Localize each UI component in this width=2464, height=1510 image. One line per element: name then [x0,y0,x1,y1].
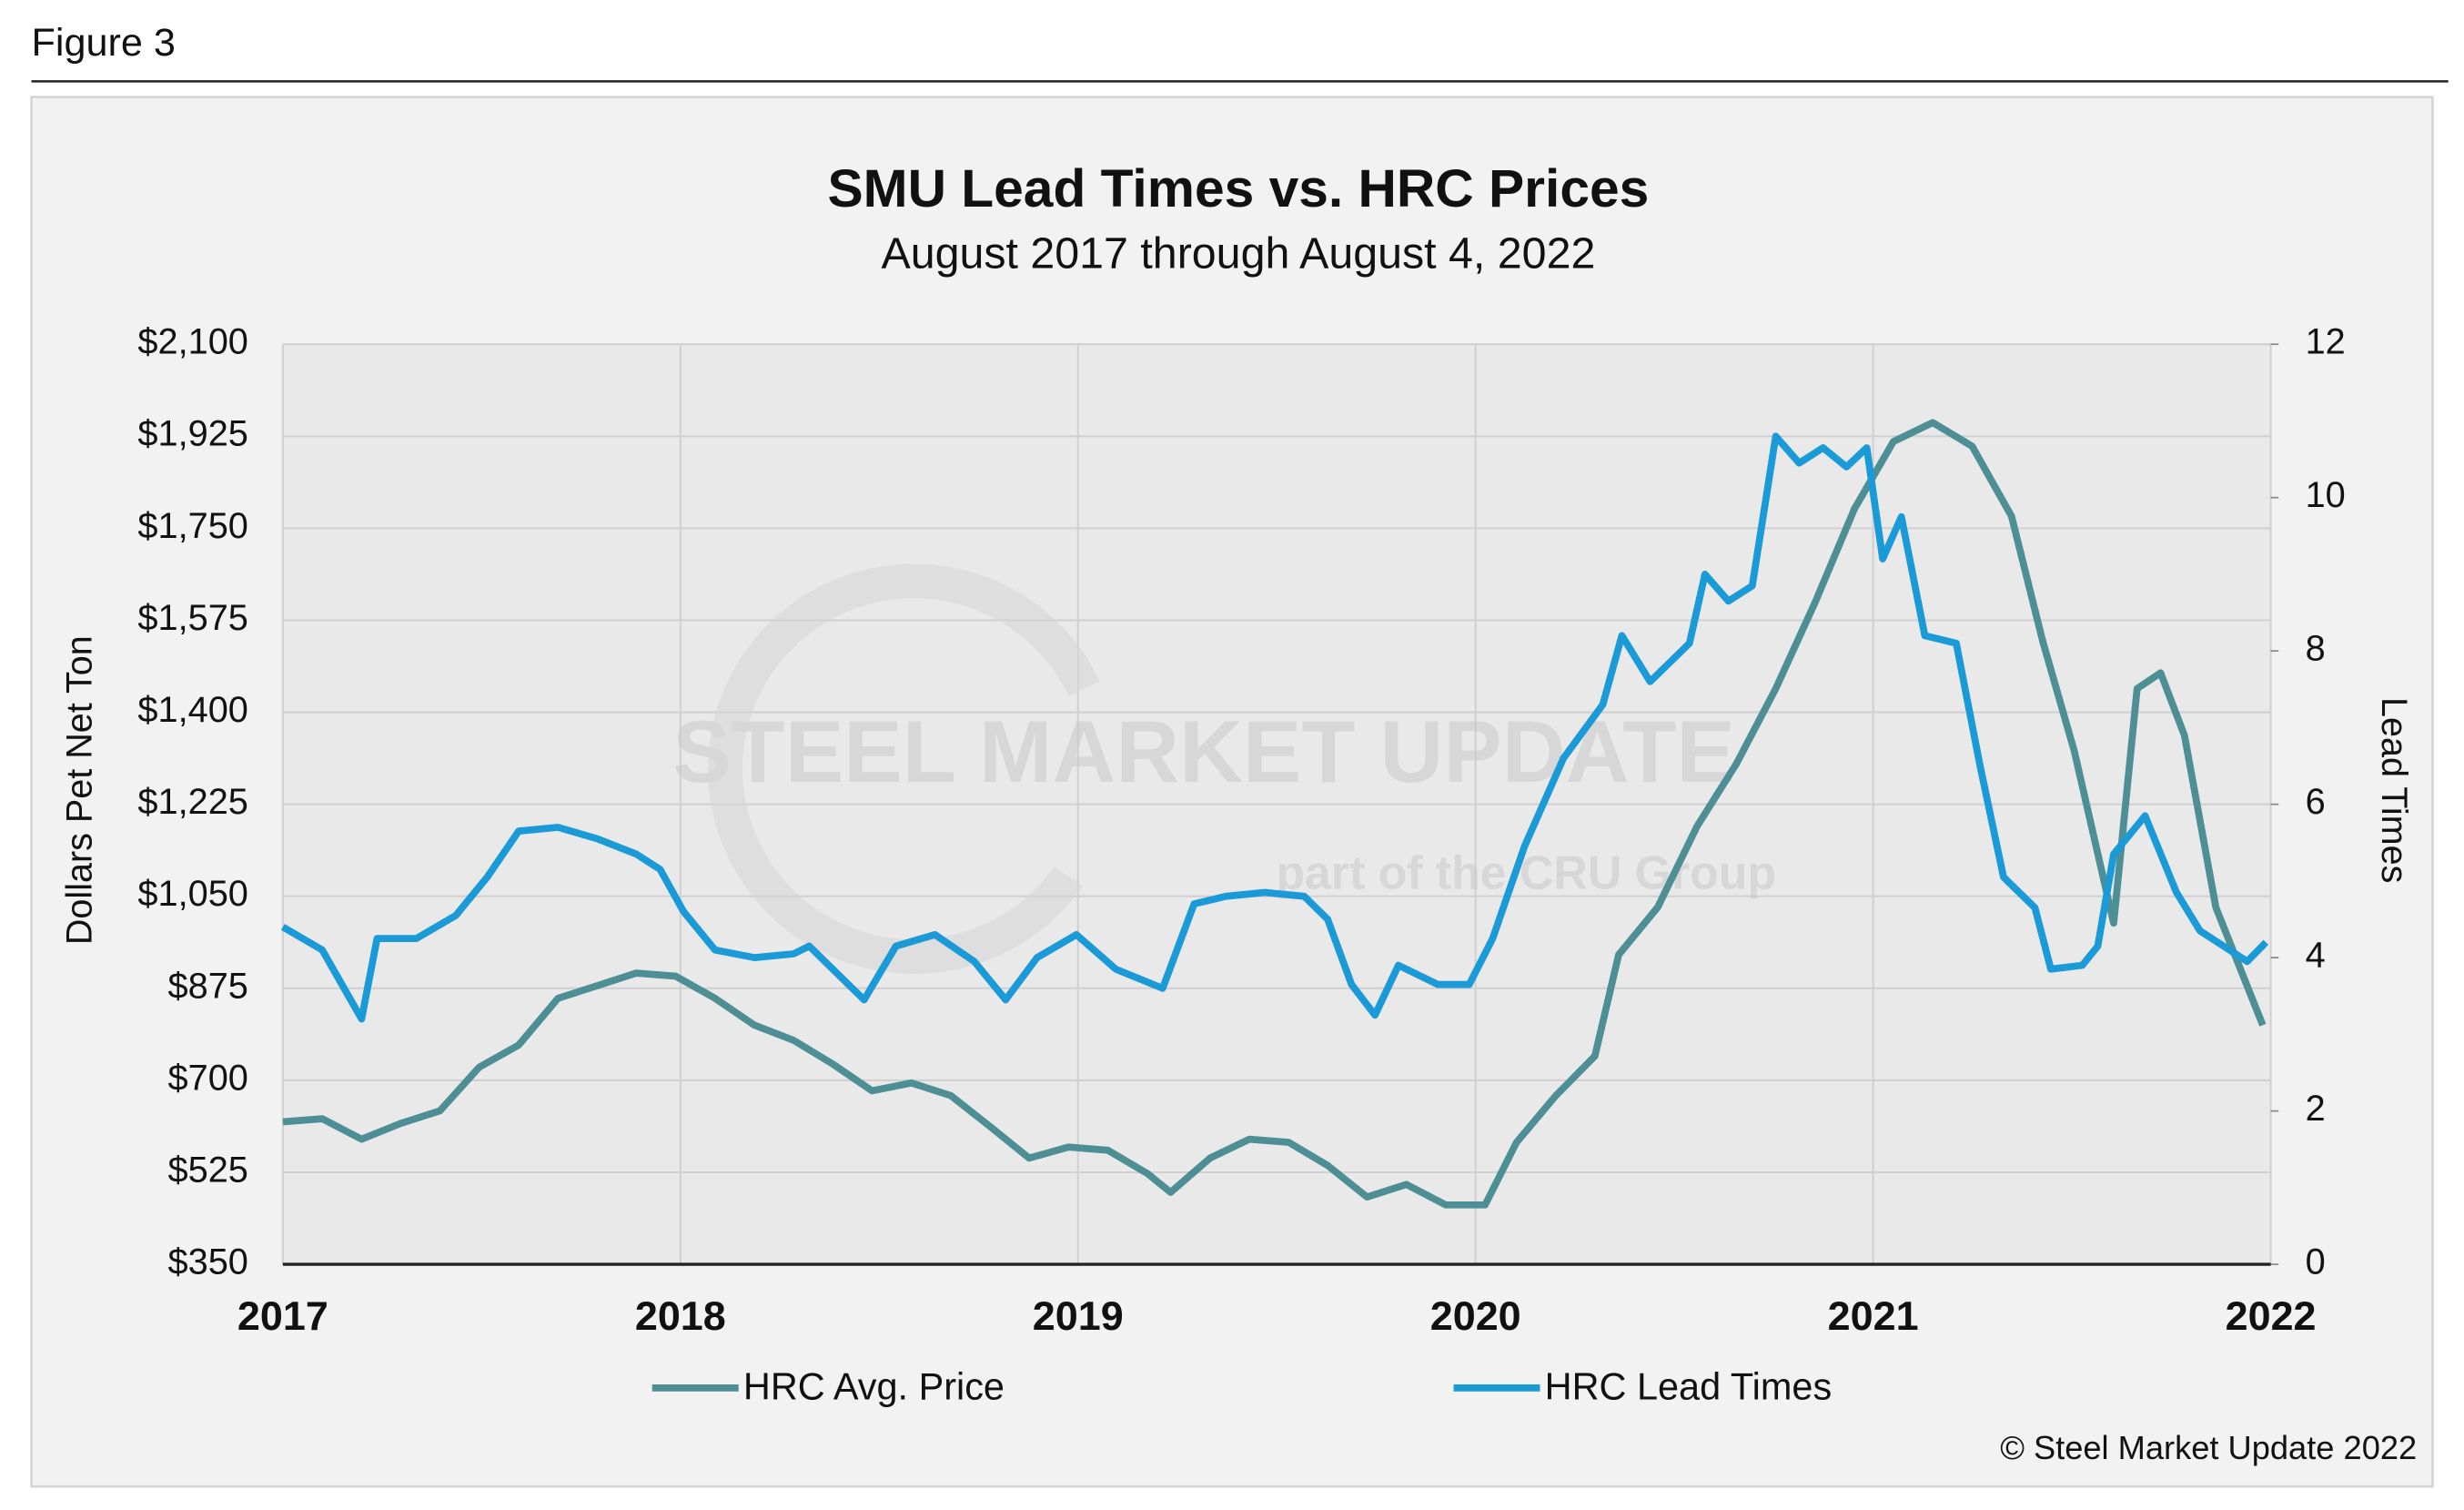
x-tick-label: 2019 [1033,1293,1124,1339]
copyright: © Steel Market Update 2022 [2000,1429,2417,1466]
y2-tick-label: 10 [2306,475,2346,515]
watermark: STEEL MARKET UPDATE part of the CRU Grou… [672,563,1776,974]
series-line [280,432,2269,1023]
y2-tick-label: 0 [2306,1242,2326,1282]
y-axis-label: Dollars Pet Net Ton [59,635,99,945]
watermark-tagline: part of the CRU Group [1276,846,1776,898]
watermark-arc [708,563,1100,974]
y2-tick-label: 6 [2306,782,2326,822]
y-tick-label: $700 [168,1058,248,1098]
y-tick-label: $875 [168,966,248,1006]
y2-tick-label: 2 [2306,1089,2326,1129]
x-tick-label: 2017 [237,1293,328,1339]
y2-axis-label: Lead Times [2374,697,2414,883]
x-tick-label: 2022 [2226,1293,2317,1339]
legend-label: HRC Lead Times [1545,1366,1833,1408]
y2-tick-label: 8 [2306,629,2326,669]
x-tick-label: 2018 [635,1293,726,1339]
y-tick-label: $1,400 [137,690,247,730]
y-tick-label: $1,575 [137,598,247,638]
y2-tick-label: 4 [2306,936,2326,976]
y-tick-label: $1,750 [137,506,247,546]
legend-label: HRC Avg. Price [743,1366,1005,1408]
y-tick-label: $525 [168,1150,248,1191]
y2-tick-label: 12 [2306,322,2346,362]
y-tick-label: $1,050 [137,874,247,914]
chart-subtitle: August 2017 through August 4, 2022 [881,229,1595,279]
y-tick-label: $2,100 [137,322,247,362]
x-tick-label: 2020 [1430,1293,1521,1339]
y-tick-label: $1,225 [137,782,247,822]
y-tick-label: $1,925 [137,414,247,454]
chart-title: SMU Lead Times vs. HRC Prices [828,159,1650,218]
y-tick-label: $350 [168,1242,248,1282]
x-tick-label: 2021 [1828,1293,1919,1339]
series-line [282,419,2267,1209]
figure-label: Figure 3 [32,21,176,65]
watermark-brand: STEEL MARKET UPDATE [672,704,1735,801]
